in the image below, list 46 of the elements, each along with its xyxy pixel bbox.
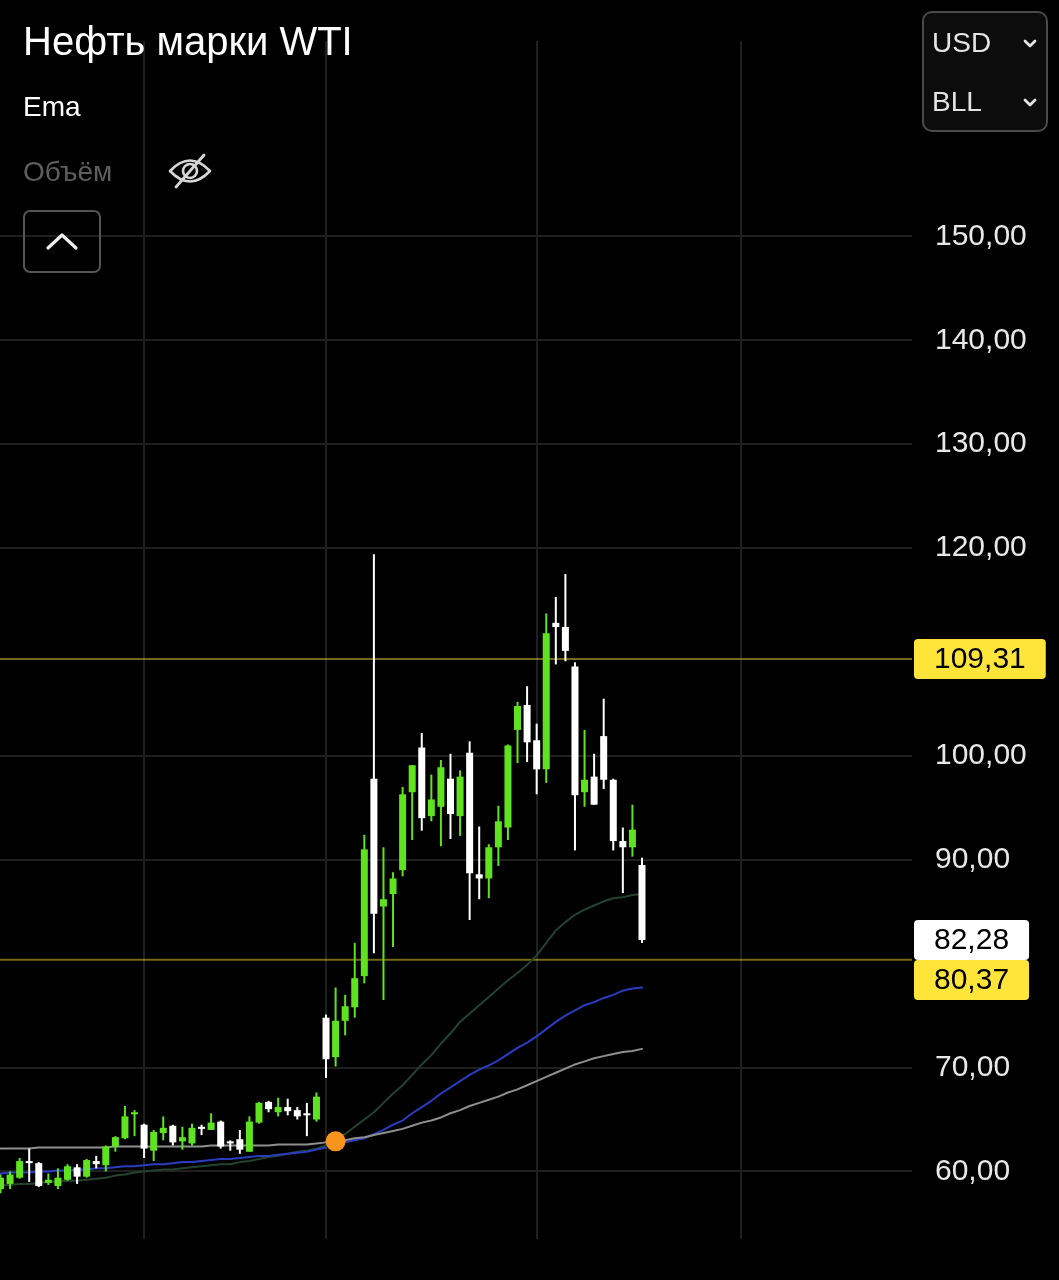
candlestick bbox=[150, 1128, 158, 1163]
candlestick bbox=[514, 700, 522, 765]
unit-selector: USD BLL bbox=[922, 11, 1048, 132]
candlestick bbox=[188, 1122, 196, 1147]
candlestick bbox=[561, 573, 569, 663]
candlestick bbox=[552, 595, 560, 666]
candlestick bbox=[255, 1100, 263, 1125]
candlestick bbox=[427, 773, 435, 823]
y-tick-label: 60,00 bbox=[935, 1152, 1011, 1186]
candlestick bbox=[140, 1122, 148, 1159]
candlestick bbox=[619, 826, 627, 894]
text: 82,28 bbox=[934, 922, 1010, 956]
candlestick bbox=[16, 1156, 24, 1180]
candlestick bbox=[35, 1161, 43, 1189]
candlestick bbox=[102, 1144, 110, 1173]
candlestick bbox=[121, 1105, 129, 1141]
y-tick-label: 90,00 bbox=[935, 841, 1011, 875]
ref-line-label: 109,31 bbox=[934, 641, 1026, 675]
y-tick-label: 120,00 bbox=[935, 529, 1027, 563]
candlestick bbox=[581, 728, 589, 808]
y-tick-label: 150,00 bbox=[935, 217, 1027, 251]
candlestick bbox=[159, 1115, 167, 1142]
annotation: Объём bbox=[23, 156, 113, 187]
candlestick bbox=[178, 1125, 186, 1151]
ref-line-label: 80,37 bbox=[934, 962, 1010, 996]
text: Ema bbox=[23, 91, 81, 122]
candlestick bbox=[83, 1157, 91, 1179]
candlestick bbox=[389, 871, 397, 949]
y-tick-label: 140,00 bbox=[935, 321, 1027, 355]
candlestick bbox=[73, 1163, 81, 1185]
candlestick bbox=[131, 1109, 139, 1138]
candlestick bbox=[341, 993, 349, 1037]
candlestick bbox=[628, 803, 636, 858]
candlestick bbox=[54, 1167, 62, 1191]
candlestick bbox=[475, 825, 483, 901]
y-tick-label: 100,00 bbox=[935, 737, 1027, 771]
chart-title: Нефть марки WTI bbox=[23, 19, 353, 63]
candlestick bbox=[274, 1096, 282, 1118]
candlestick bbox=[312, 1091, 320, 1123]
candlestick bbox=[169, 1123, 177, 1147]
y-tick-label: 70,00 bbox=[935, 1048, 1011, 1082]
y-tick-label: 130,00 bbox=[935, 425, 1027, 459]
candlestick bbox=[303, 1101, 311, 1138]
candlestick bbox=[379, 846, 387, 1002]
candlestick bbox=[236, 1128, 244, 1155]
candlestick bbox=[25, 1147, 33, 1183]
